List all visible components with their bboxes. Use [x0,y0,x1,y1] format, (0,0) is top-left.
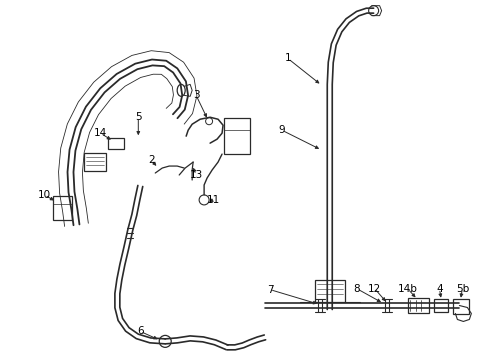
Text: 2: 2 [148,155,154,165]
Text: 7: 7 [266,284,273,294]
Bar [52,196,72,220]
Bar [452,298,468,315]
Text: 13: 13 [189,170,203,180]
Bar [314,280,344,302]
Text: 9: 9 [278,125,285,135]
Text: 4: 4 [435,284,442,293]
Bar [108,138,124,149]
Bar [224,118,249,154]
Text: 14b: 14b [397,284,417,293]
Text: 5: 5 [135,112,142,122]
Bar [407,298,428,314]
Text: 10: 10 [38,190,51,200]
Bar [433,298,447,312]
Text: 3: 3 [192,90,199,100]
Text: 8: 8 [353,284,359,293]
Text: 12: 12 [367,284,381,293]
Text: 14: 14 [94,128,107,138]
Text: 6: 6 [137,327,143,336]
Text: 11: 11 [206,195,219,205]
Bar [84,153,106,171]
Text: 1: 1 [284,54,290,63]
Text: 5b: 5b [455,284,468,293]
